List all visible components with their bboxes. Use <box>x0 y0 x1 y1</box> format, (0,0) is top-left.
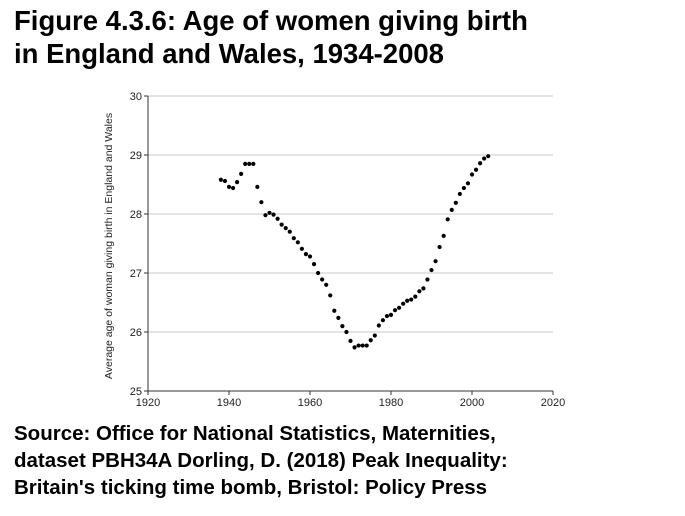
data-point <box>275 216 280 221</box>
data-point <box>222 178 228 184</box>
y-tick-label: 26 <box>130 327 142 339</box>
data-point <box>417 289 422 294</box>
data-point <box>465 181 471 186</box>
data-point <box>243 161 248 166</box>
data-point <box>255 184 260 189</box>
data-point <box>425 277 430 282</box>
data-point <box>235 180 240 185</box>
data-point <box>397 305 402 310</box>
data-point <box>303 252 309 257</box>
data-point <box>445 217 450 222</box>
data-point <box>279 222 284 227</box>
data-point <box>230 185 236 191</box>
title-line-2: in England and Wales, 1934-2008 <box>14 38 444 69</box>
data-point <box>392 308 398 313</box>
data-point <box>429 267 434 273</box>
data-point <box>251 161 256 166</box>
data-point <box>376 323 381 328</box>
data-point <box>336 315 341 320</box>
data-point <box>360 343 365 348</box>
data-point <box>348 338 353 343</box>
data-point <box>413 294 418 299</box>
data-point <box>405 298 410 303</box>
data-point <box>384 313 390 319</box>
data-point <box>478 161 483 166</box>
title-line-1: Figure 4.3.6: Age of women giving birth <box>14 5 528 36</box>
data-point <box>263 213 268 218</box>
data-point <box>473 167 479 172</box>
data-point <box>401 301 406 306</box>
data-point <box>388 312 394 317</box>
y-tick-label: 25 <box>130 386 142 398</box>
x-tick-label: 1980 <box>379 397 403 409</box>
x-tick-label: 1920 <box>136 397 160 409</box>
x-tick-label: 2000 <box>460 397 484 409</box>
data-point <box>239 171 244 176</box>
data-point <box>449 207 454 212</box>
y-tick-label: 28 <box>130 209 142 221</box>
data-point <box>453 200 458 205</box>
source-line-3: Britain's ticking time bomb, Bristol: Po… <box>14 476 488 499</box>
data-point <box>356 343 361 348</box>
data-point <box>307 254 313 259</box>
axes: 25 26 27 28 29 30 1920 1940 1960 1980 2000 2020 <box>130 91 565 409</box>
data-point <box>226 184 232 189</box>
data-point <box>316 270 321 276</box>
data-point <box>247 161 252 166</box>
data-point <box>372 333 377 338</box>
data-point <box>287 229 292 234</box>
data-point <box>486 154 491 159</box>
data-point <box>283 226 288 231</box>
gridlines <box>148 95 553 333</box>
x-tick-label: 1960 <box>298 397 322 409</box>
data-point <box>332 308 337 313</box>
y-axis-label: Average age of woman giving birth in Eng… <box>103 113 115 379</box>
data-point <box>368 338 373 343</box>
data-point <box>409 297 414 302</box>
data-point <box>364 343 369 348</box>
data-point <box>218 177 223 182</box>
data-point <box>421 286 426 291</box>
data-point <box>457 191 462 197</box>
data-point <box>320 277 325 282</box>
y-tick-label: 27 <box>130 268 142 280</box>
data-point <box>380 318 385 323</box>
data-point <box>433 259 438 264</box>
data-point <box>437 244 442 250</box>
x-tick-label: 1940 <box>217 397 241 409</box>
data-point <box>295 240 300 245</box>
source-line-2: dataset PBH34A Dorling, D. (2018) Peak I… <box>14 449 508 472</box>
data-point <box>344 329 349 335</box>
chart-title: Figure 4.3.6: Age of women giving birth … <box>14 4 528 70</box>
data-points <box>218 154 491 350</box>
data-point <box>291 236 296 241</box>
data-point <box>352 345 357 350</box>
data-point <box>271 212 276 217</box>
source-note: Source: Office for National Statistics, … <box>14 420 508 501</box>
data-point <box>267 210 272 215</box>
data-point <box>469 172 475 177</box>
y-tick-label: 30 <box>130 91 142 103</box>
data-point <box>340 324 345 329</box>
data-point <box>328 293 333 298</box>
y-tick-label: 29 <box>130 150 142 162</box>
source-line-1: Source: Office for National Statistics, … <box>14 422 496 445</box>
data-point <box>461 185 466 191</box>
x-tick-label: 2020 <box>541 397 565 409</box>
data-point <box>482 156 487 161</box>
data-point <box>441 233 446 238</box>
data-point <box>299 246 304 251</box>
data-point <box>259 200 264 205</box>
data-point <box>324 282 329 287</box>
data-point <box>311 262 317 267</box>
